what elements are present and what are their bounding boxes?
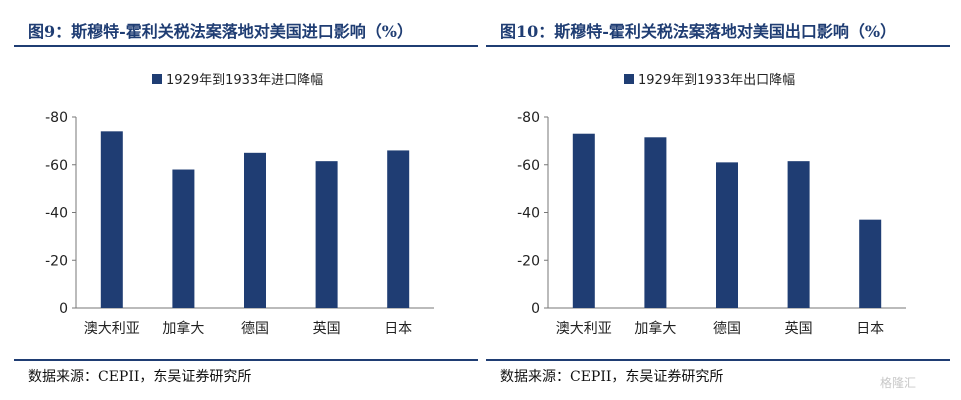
source-divider [486, 359, 950, 361]
y-tick-label: -80 [45, 110, 68, 126]
bar [315, 161, 338, 308]
chart-panel-imports: 图9：斯穆特-霍利关税法案落地对美国进口影响（%） 1929年到1933年进口降… [14, 0, 478, 400]
legend: 1929年到1933年进口降幅 [152, 73, 323, 88]
legend-label: 1929年到1933年出口降幅 [638, 73, 795, 88]
x-tick-label: 澳大利亚 [84, 321, 140, 337]
x-tick-label: 日本 [384, 321, 412, 337]
x-tick-label: 澳大利亚 [556, 321, 612, 337]
x-tick-label: 德国 [713, 321, 741, 337]
bar [172, 169, 195, 308]
bar [572, 133, 595, 308]
title-divider [486, 45, 950, 47]
legend-swatch [624, 74, 634, 84]
legend-swatch [152, 74, 162, 84]
bar [787, 161, 810, 308]
import-decline-chart: 1929年到1933年进口降幅 -80 -60 -40 -20 0 澳大利亚 加拿大 德国 英国 日… [45, 73, 434, 337]
y-tick-label: -20 [45, 253, 68, 269]
y-tick-label: -80 [517, 110, 540, 126]
data-source-note: 数据来源：CEPII，东吴证券研究所 [28, 369, 252, 385]
bar [716, 162, 738, 308]
y-tick-label: -40 [45, 206, 68, 222]
figure-title: 图10：斯穆特-霍利关税法案落地对美国出口影响（%） [500, 22, 897, 41]
bar [644, 137, 667, 308]
x-tick-label: 德国 [241, 321, 269, 337]
y-tick-label: -40 [517, 206, 540, 222]
legend-label: 1929年到1933年进口降幅 [166, 73, 323, 88]
x-tick-label: 英国 [785, 320, 813, 337]
y-tick-label: -60 [517, 158, 540, 174]
bar [387, 150, 410, 308]
x-tick-label: 英国 [313, 320, 341, 337]
chart-panel-exports: 图10：斯穆特-霍利关税法案落地对美国出口影响（%） 1929年到1933年出口… [486, 0, 950, 400]
bar [859, 219, 882, 308]
y-tick-label: -60 [45, 158, 68, 174]
legend: 1929年到1933年出口降幅 [624, 73, 795, 88]
source-divider [14, 359, 478, 361]
x-tick-label: 加拿大 [634, 320, 676, 337]
watermark-logo: 格隆汇 [880, 376, 917, 390]
x-tick-label: 日本 [856, 321, 884, 337]
figure-title: 图9：斯穆特-霍利关税法案落地对美国进口影响（%） [28, 22, 413, 41]
bar [100, 131, 123, 308]
bar [244, 152, 266, 308]
y-tick-label: 0 [59, 301, 68, 317]
y-tick-label: 0 [531, 301, 540, 317]
y-tick-label: -20 [517, 253, 540, 269]
export-decline-chart: 1929年到1933年出口降幅 -80 -60 -40 -20 0 澳大利亚 加拿大 德国 英国 日… [517, 73, 906, 337]
data-source-note: 数据来源：CEPII，东吴证券研究所 [500, 369, 724, 385]
x-tick-label: 加拿大 [162, 320, 204, 337]
title-divider [14, 45, 478, 47]
